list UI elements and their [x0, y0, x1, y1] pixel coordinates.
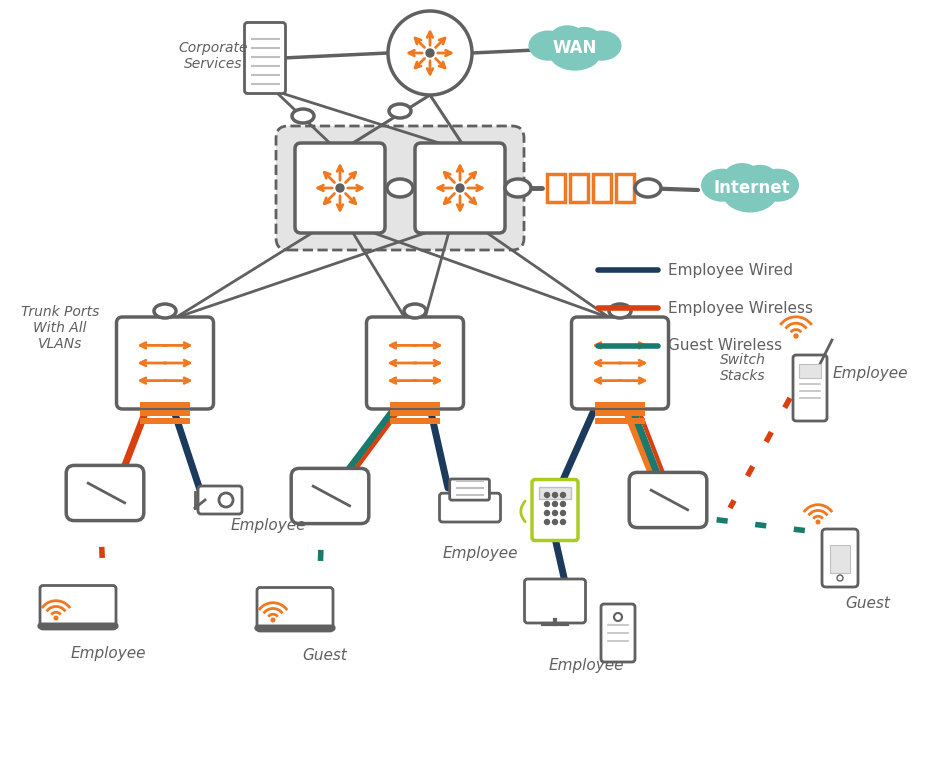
Bar: [140, 402, 190, 408]
Ellipse shape: [742, 164, 778, 193]
Text: Employee: Employee: [832, 366, 908, 381]
Bar: [595, 410, 645, 416]
FancyBboxPatch shape: [257, 587, 333, 631]
Ellipse shape: [723, 174, 778, 212]
Circle shape: [614, 613, 622, 621]
FancyBboxPatch shape: [295, 143, 385, 233]
Ellipse shape: [715, 172, 785, 202]
Ellipse shape: [549, 35, 601, 70]
FancyBboxPatch shape: [291, 468, 368, 524]
Text: WAN: WAN: [553, 39, 597, 57]
Circle shape: [552, 493, 558, 497]
Bar: [595, 402, 645, 408]
Ellipse shape: [582, 30, 622, 61]
Ellipse shape: [757, 169, 799, 202]
FancyBboxPatch shape: [415, 143, 505, 233]
Text: Switch
Stacks: Switch Stacks: [720, 353, 765, 383]
Circle shape: [545, 510, 549, 515]
Text: Employee Wired: Employee Wired: [668, 262, 793, 277]
Circle shape: [54, 616, 58, 620]
Circle shape: [561, 493, 565, 497]
Ellipse shape: [609, 304, 631, 318]
FancyBboxPatch shape: [525, 579, 585, 623]
Bar: [830, 545, 850, 573]
Ellipse shape: [505, 179, 531, 197]
Circle shape: [561, 502, 565, 506]
FancyBboxPatch shape: [822, 529, 858, 587]
Circle shape: [794, 334, 798, 338]
Bar: [546, 174, 565, 202]
FancyBboxPatch shape: [67, 465, 144, 521]
FancyBboxPatch shape: [571, 317, 668, 409]
Text: Internet: Internet: [714, 179, 790, 197]
FancyBboxPatch shape: [440, 493, 501, 522]
Ellipse shape: [701, 169, 743, 202]
Ellipse shape: [542, 33, 608, 61]
Circle shape: [561, 510, 565, 515]
Text: Employee: Employee: [230, 518, 306, 533]
Ellipse shape: [567, 27, 602, 53]
Circle shape: [271, 619, 275, 622]
Ellipse shape: [528, 30, 568, 61]
Circle shape: [545, 502, 549, 506]
Circle shape: [545, 493, 549, 497]
Ellipse shape: [389, 104, 411, 118]
Text: Guest Wireless: Guest Wireless: [668, 339, 783, 353]
Ellipse shape: [549, 25, 585, 53]
FancyBboxPatch shape: [629, 472, 706, 528]
Ellipse shape: [387, 179, 413, 197]
FancyBboxPatch shape: [276, 126, 524, 250]
Bar: [140, 418, 190, 424]
Ellipse shape: [635, 179, 661, 197]
Circle shape: [388, 11, 472, 95]
FancyBboxPatch shape: [601, 604, 635, 662]
Circle shape: [837, 575, 843, 581]
Circle shape: [552, 519, 558, 525]
Circle shape: [816, 520, 820, 524]
Ellipse shape: [292, 109, 314, 123]
Circle shape: [545, 519, 549, 525]
Bar: [140, 410, 190, 416]
Bar: [390, 410, 440, 416]
Bar: [390, 418, 440, 424]
Text: Employee: Employee: [443, 546, 518, 561]
FancyBboxPatch shape: [449, 479, 489, 500]
Circle shape: [561, 519, 565, 525]
Text: Employee Wireless: Employee Wireless: [668, 300, 813, 315]
Bar: [539, 487, 571, 499]
FancyBboxPatch shape: [198, 486, 242, 514]
Text: Guest: Guest: [303, 648, 347, 663]
Circle shape: [552, 502, 558, 506]
Bar: [592, 174, 610, 202]
FancyBboxPatch shape: [245, 23, 286, 93]
Text: Employee: Employee: [70, 646, 146, 661]
Ellipse shape: [723, 163, 761, 193]
Bar: [569, 174, 587, 202]
Circle shape: [552, 510, 558, 515]
Circle shape: [219, 493, 233, 507]
Circle shape: [426, 49, 434, 57]
Bar: [390, 402, 440, 408]
FancyBboxPatch shape: [793, 355, 827, 421]
FancyBboxPatch shape: [532, 480, 578, 540]
Circle shape: [456, 184, 464, 192]
Text: Trunk Ports
With All
VLANs: Trunk Ports With All VLANs: [21, 305, 99, 351]
Bar: [799, 364, 821, 378]
Text: Guest: Guest: [845, 596, 890, 611]
Text: Employee: Employee: [548, 658, 624, 673]
Ellipse shape: [404, 304, 426, 318]
FancyBboxPatch shape: [116, 317, 213, 409]
FancyBboxPatch shape: [367, 317, 464, 409]
Text: Corporate
Services: Corporate Services: [178, 41, 248, 71]
Bar: [616, 174, 633, 202]
Circle shape: [336, 184, 344, 192]
Bar: [595, 418, 645, 424]
Ellipse shape: [154, 304, 176, 318]
FancyBboxPatch shape: [40, 585, 116, 629]
